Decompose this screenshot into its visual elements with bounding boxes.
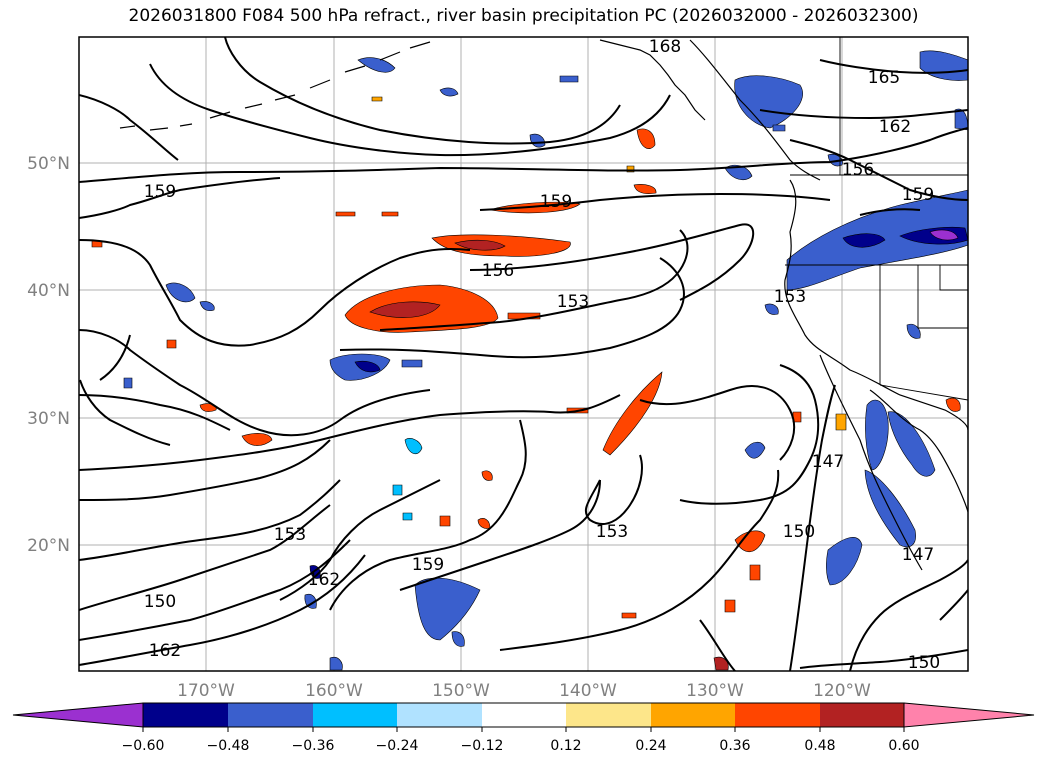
contour-label: 162	[879, 117, 911, 137]
colorbar-tick-label: 0.12	[550, 738, 581, 754]
colorbar-tick-label: −0.24	[376, 738, 419, 754]
contour-label: 159	[412, 555, 444, 575]
colorbar-tick-label: 0.60	[888, 738, 919, 754]
height-contours	[79, 37, 968, 671]
contour-label: 147	[902, 545, 934, 565]
colorbar-tick-label: −0.48	[207, 738, 250, 754]
contour-label: 153	[274, 525, 306, 545]
colorbar-tick-label: −0.36	[292, 738, 335, 754]
contour-label: 153	[557, 292, 589, 312]
contour-label: 147	[812, 452, 844, 472]
lon-label: 170°W	[177, 681, 235, 701]
lon-label: 120°W	[813, 681, 871, 701]
colorbar-segment	[566, 703, 651, 727]
lat-label: 20°N	[27, 536, 70, 556]
lat-label: 50°N	[27, 154, 70, 174]
colorbar-segment	[482, 703, 566, 727]
contour-label: 159	[144, 182, 176, 202]
contour-label: 162	[308, 570, 340, 590]
contour-label: 156	[482, 261, 514, 281]
contour-label: 153	[596, 522, 628, 542]
lat-label: 30°N	[27, 409, 70, 429]
colorbar-tick-label: 0.24	[635, 738, 666, 754]
colorbar-tick-label: 0.36	[719, 738, 750, 754]
contour-label: 156	[842, 160, 874, 180]
lon-label: 160°W	[305, 681, 363, 701]
latitude-labels: 50°N 40°N 30°N 20°N	[27, 154, 70, 556]
precip-positive-areas	[91, 96, 961, 671]
colorbar-segment	[397, 703, 482, 727]
contour-label: 159	[902, 185, 934, 205]
colorbar-tick-label: −0.60	[122, 738, 165, 754]
colorbar-segment	[228, 703, 313, 727]
contour-labels: 168 165 162 159 156 159 156 153 153 159 …	[144, 37, 940, 673]
colorbar-extend-low	[12, 702, 144, 728]
longitude-labels: 170°W 160°W 150°W 140°W 130°W 120°W	[177, 681, 871, 701]
map-frame	[78, 36, 969, 672]
lat-label: 40°N	[27, 281, 70, 301]
colorbar-segment	[651, 703, 735, 727]
colorbar-segment	[735, 703, 820, 727]
contour-label: 150	[783, 522, 815, 542]
contour-label: 162	[149, 641, 181, 661]
contour-label: 153	[774, 287, 806, 307]
colorbar: −0.60 −0.48 −0.36 −0.24 −0.12 0.12 0.24 …	[12, 702, 1035, 754]
lon-label: 130°W	[686, 681, 744, 701]
state-borders	[785, 37, 968, 401]
contour-label: 150	[908, 653, 940, 673]
map-title: 2026031800 F084 500 hPa refract., river …	[128, 6, 919, 26]
colorbar-tick-label: 0.48	[804, 738, 835, 754]
colorbar-segment	[820, 703, 904, 727]
contour-label: 159	[540, 192, 572, 212]
colorbar-segment	[143, 703, 228, 727]
lon-label: 140°W	[559, 681, 617, 701]
colorbar-segment	[313, 703, 397, 727]
coastlines	[119, 39, 968, 571]
contour-label: 165	[868, 68, 900, 88]
contour-label: 150	[144, 592, 176, 612]
colorbar-tick-label: −0.12	[461, 738, 504, 754]
contour-label: 168	[649, 37, 681, 57]
lon-label: 150°W	[432, 681, 490, 701]
colorbar-extend-high	[903, 702, 1035, 728]
